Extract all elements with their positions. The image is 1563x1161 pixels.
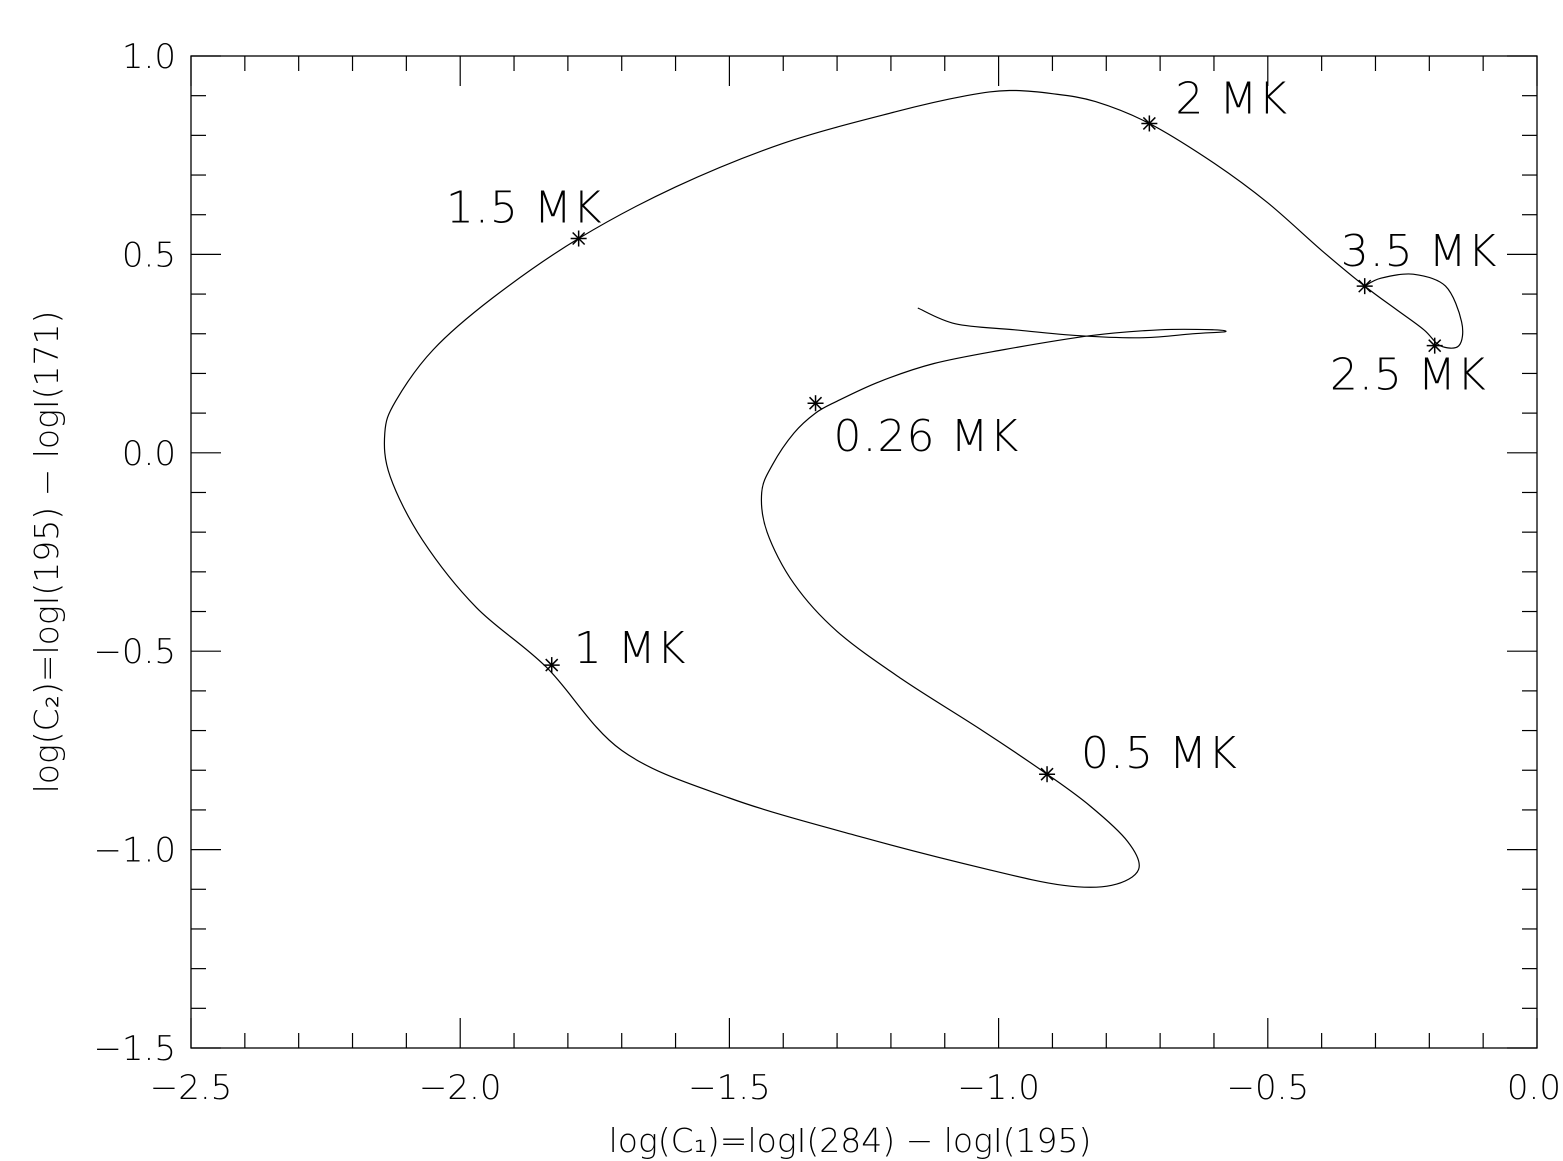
y-axis-title: log(C₂)=logI(195) − logI(171) [27, 311, 66, 794]
y-tick-label: −1.0 [93, 831, 176, 871]
x-axis-title: log(C₁)=logI(284) − logI(195) [609, 1121, 1092, 1160]
y-tick-label: 0.5 [122, 235, 176, 275]
y-tick-label: 1.0 [122, 37, 176, 77]
point-label: 0.26 MK [834, 411, 1020, 462]
x-tick-label: −2.5 [150, 1068, 233, 1108]
axis-ticks [190, 55, 1538, 1049]
x-tick-label: −2.0 [419, 1068, 502, 1108]
point-label: 1 MK [574, 623, 687, 674]
x-tick-label: −1.5 [688, 1068, 771, 1108]
point-label: 3.5 MK [1341, 226, 1498, 277]
point-marker [1356, 278, 1373, 295]
point-label: 2 MK [1175, 73, 1288, 124]
x-tick-label: 0.0 [1507, 1068, 1561, 1108]
y-tick-label: −0.5 [93, 632, 176, 672]
axis-tick-labels: −2.5 −2.0 −1.5 −1.0 −0.5 0.0 −1.5 −1.0 −0.5 0.0 0.… [93, 37, 1561, 1108]
point-marker [807, 395, 824, 412]
point-label: 0.5 MK [1081, 728, 1238, 779]
x-tick-label: −0.5 [1227, 1068, 1310, 1108]
y-tick-label: 0.0 [122, 434, 176, 474]
point-marker [543, 657, 560, 674]
point-marker [570, 230, 587, 247]
series-line [383, 89, 1464, 888]
plot-frame [190, 55, 1538, 1049]
point-label: 1.5 MK [446, 183, 603, 234]
point-marker [1039, 766, 1056, 783]
y-tick-label: −1.5 [93, 1029, 176, 1069]
temperature-markers: 0.26 MK 0.5 MK 1 MK 1.5 MK 2 MK 2.5 MK 3.5 MK [446, 73, 1498, 783]
x-tick-label: −1.0 [957, 1068, 1040, 1108]
point-marker [1426, 337, 1443, 354]
point-marker [1141, 115, 1158, 132]
point-label: 2.5 MK [1330, 350, 1487, 401]
